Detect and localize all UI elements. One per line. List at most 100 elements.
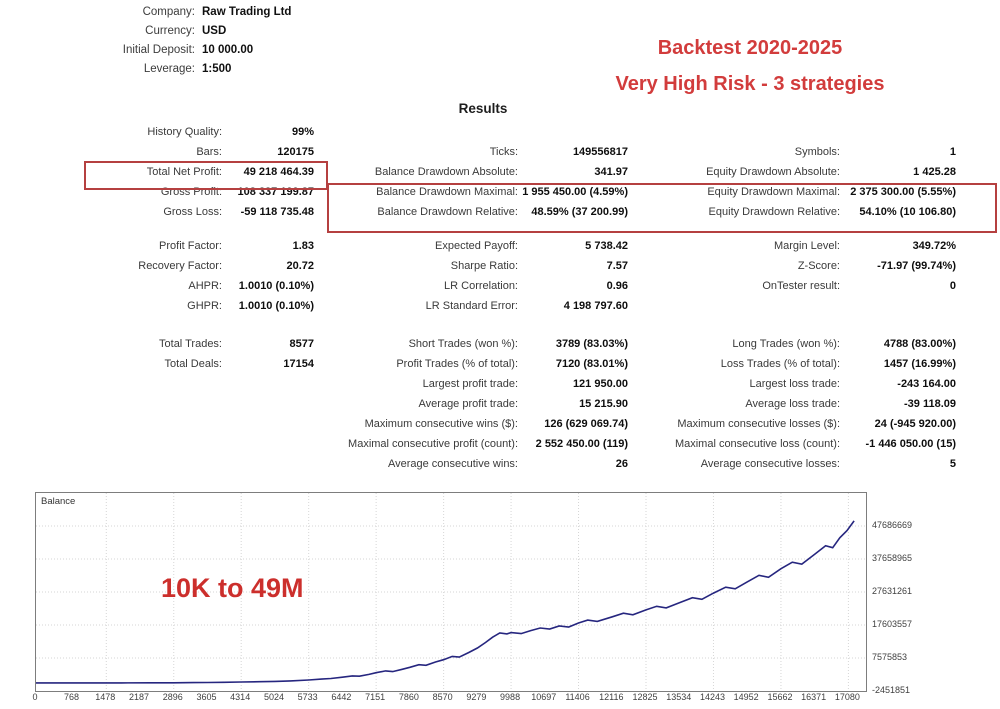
- x-axis-tick-label: 7151: [365, 692, 386, 702]
- y-axis-tick-label: -2451851: [872, 685, 911, 695]
- stat-value: 5: [949, 458, 956, 470]
- x-axis-tick-label: 15662: [767, 692, 793, 702]
- account-info-value: Raw Trading Ltd: [202, 6, 292, 18]
- stat-label: Total Net Profit:: [146, 166, 222, 178]
- stat-value: 17154: [283, 358, 314, 370]
- x-axis-tick-label: 2187: [129, 692, 150, 702]
- account-info-label: Company:: [142, 6, 195, 18]
- stat-label: LR Correlation:: [444, 280, 518, 292]
- stat-value: 1: [949, 146, 956, 158]
- x-axis-tick-label: 1478: [95, 692, 116, 702]
- balance-curve: [36, 520, 855, 684]
- x-axis-tick-label: 11406: [565, 692, 590, 702]
- stat-value: -1 446 050.00 (15): [865, 438, 956, 450]
- stat-label: OnTester result:: [762, 280, 840, 292]
- stat-label: Maximal consecutive profit (count):: [348, 438, 518, 450]
- stat-label: Balance Drawdown Maximal:: [376, 186, 518, 198]
- stat-label: Z-Score:: [797, 260, 840, 272]
- stat-value: 121 950.00: [572, 378, 628, 390]
- stat-value: 7120 (83.01%): [555, 358, 628, 370]
- stat-value: 26: [615, 458, 628, 470]
- stat-value: 20.72: [286, 260, 314, 272]
- stat-label: Total Deals:: [164, 358, 222, 370]
- stat-label: Bars:: [196, 146, 222, 158]
- x-axis-tick-label: 9988: [500, 692, 521, 702]
- x-axis-tick-label: 5733: [297, 692, 318, 702]
- banner-line-2: Very High Risk - 3 strategies: [615, 73, 885, 95]
- stat-label: Recovery Factor:: [138, 260, 222, 272]
- stat-label: Average loss trade:: [745, 398, 840, 410]
- stat-value: 5 738.42: [585, 240, 628, 252]
- stat-label: Average consecutive wins:: [387, 458, 518, 470]
- x-axis-tick-label: 6442: [331, 692, 352, 702]
- account-info-value: 1:500: [202, 63, 232, 75]
- y-axis-tick-label: 27631261: [872, 586, 913, 596]
- stat-label: Profit Factor:: [159, 240, 222, 252]
- stat-label: Loss Trades (% of total):: [720, 358, 840, 370]
- stat-label: GHPR:: [187, 300, 222, 312]
- stat-label: Long Trades (won %):: [732, 338, 840, 350]
- stat-label: Margin Level:: [773, 240, 840, 252]
- stat-value: 0: [949, 280, 956, 292]
- total-net-profit-highlight-box: [84, 161, 328, 190]
- x-axis-tick-label: 14952: [733, 692, 759, 702]
- x-axis-tick-label: 5024: [263, 692, 284, 702]
- stat-label: Expected Payoff:: [435, 240, 518, 252]
- stat-label: Equity Drawdown Maximal:: [707, 186, 840, 198]
- stat-label: Average consecutive losses:: [700, 458, 840, 470]
- stat-label: Short Trades (won %):: [408, 338, 518, 350]
- y-axis-tick-label: 17603557: [872, 619, 913, 629]
- stat-label: Gross Loss:: [163, 206, 222, 218]
- stat-label: Equity Drawdown Absolute:: [706, 166, 840, 178]
- banner: Backtest 2020-2025 Very High Risk - 3 st…: [560, 30, 940, 102]
- stat-value: 120175: [277, 146, 314, 158]
- stat-value: 49 218 464.39: [243, 166, 314, 178]
- stat-label: AHPR:: [188, 280, 222, 292]
- stat-value: -243 164.00: [897, 378, 956, 390]
- stat-label: Balance Drawdown Relative:: [377, 206, 518, 218]
- stat-label: Ticks:: [489, 146, 518, 158]
- stat-value: 149556817: [572, 146, 628, 158]
- x-axis-tick-label: 3605: [196, 692, 217, 702]
- x-axis-tick-label: 14243: [699, 692, 725, 702]
- chart-series-label: Balance: [41, 496, 76, 507]
- stat-value: 15 215.90: [579, 398, 628, 410]
- x-axis-tick-label: 2896: [162, 692, 183, 702]
- y-axis-tick-label: 47686669: [872, 520, 913, 530]
- x-axis-tick-label: 768: [64, 692, 80, 702]
- chart-annotation: 10K to 49M: [161, 573, 304, 603]
- banner-line-1: Backtest 2020-2025: [657, 37, 843, 59]
- x-axis-tick-label: 8570: [432, 692, 453, 702]
- stat-label: History Quality:: [147, 126, 222, 138]
- stat-value: 1 955 450.00 (4.59%): [522, 186, 628, 198]
- stat-value: 54.10% (10 106.80): [859, 206, 956, 218]
- stat-label: Largest profit trade:: [422, 378, 518, 390]
- stat-value: 1.0010 (0.10%): [238, 300, 314, 312]
- stat-value: -71.97 (99.74%): [877, 260, 956, 272]
- stat-label: Maximum consecutive losses ($):: [677, 418, 840, 430]
- stat-label: Symbols:: [794, 146, 840, 158]
- account-info-value: USD: [202, 25, 227, 37]
- y-axis-tick-label: 7575853: [872, 652, 908, 662]
- stat-value: 4788 (83.00%): [883, 338, 956, 350]
- stat-label: LR Standard Error:: [425, 300, 518, 312]
- stat-value: 0.96: [606, 280, 628, 292]
- stat-value: 341.97: [594, 166, 628, 178]
- x-axis-tick-label: 10697: [531, 692, 557, 702]
- balance-curve-plot: [36, 493, 866, 691]
- stat-value: 2 552 450.00 (119): [535, 438, 628, 450]
- x-axis-tick-label: 9279: [466, 692, 487, 702]
- stat-value: 1.83: [292, 240, 314, 252]
- stat-value: 2 375 300.00 (5.55%): [850, 186, 956, 198]
- stat-value: 349.72%: [912, 240, 956, 252]
- stat-value: 7.57: [606, 260, 628, 272]
- stat-value: 1.0010 (0.10%): [238, 280, 314, 292]
- balance-chart: Balance 10K to 49M: [35, 492, 867, 692]
- account-info-label: Initial Deposit:: [122, 44, 195, 56]
- account-info-value: 10 000.00: [202, 44, 254, 56]
- stat-label: Maximum consecutive wins ($):: [364, 418, 518, 430]
- x-axis-tick-label: 12116: [599, 692, 624, 702]
- account-info-label: Currency:: [145, 25, 195, 37]
- stat-value: 99%: [291, 126, 314, 138]
- stat-value: 1457 (16.99%): [883, 358, 956, 370]
